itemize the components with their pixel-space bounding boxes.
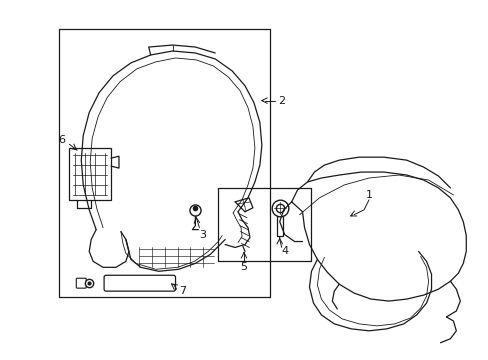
Text: 5: 5 xyxy=(240,262,247,272)
Text: 1: 1 xyxy=(365,190,372,200)
FancyBboxPatch shape xyxy=(104,275,175,291)
Text: 3: 3 xyxy=(199,230,205,239)
FancyBboxPatch shape xyxy=(76,278,86,288)
Text: 6: 6 xyxy=(58,135,65,145)
Text: 4: 4 xyxy=(281,247,287,256)
Text: 7: 7 xyxy=(179,286,185,296)
Bar xyxy=(69,148,111,200)
Text: 2: 2 xyxy=(278,96,285,105)
